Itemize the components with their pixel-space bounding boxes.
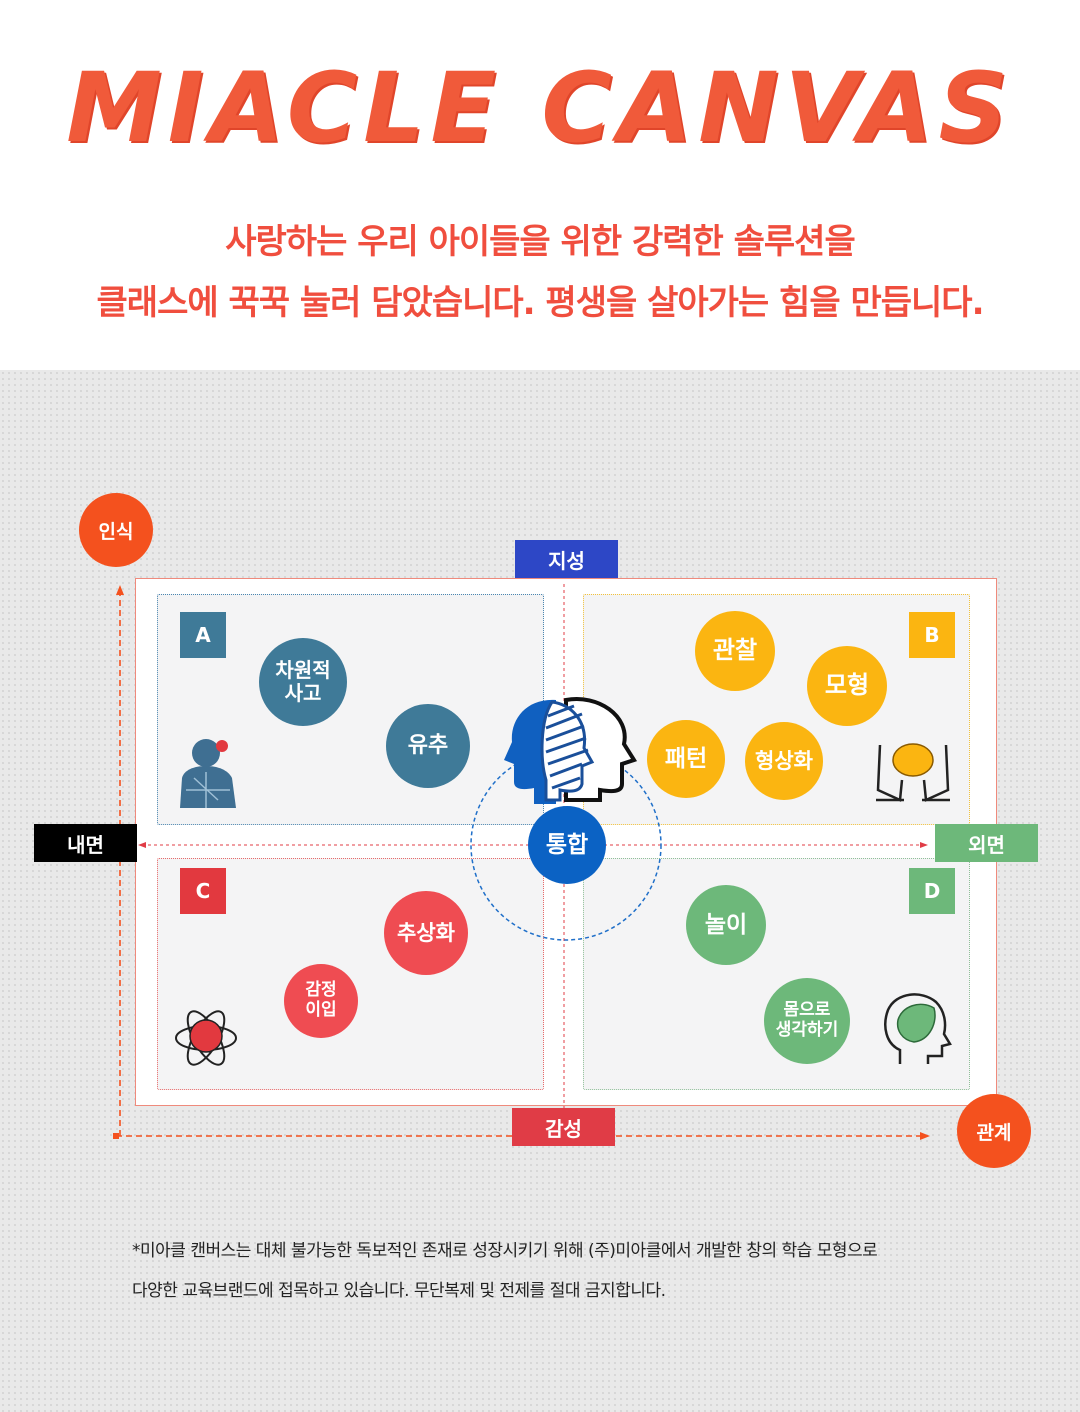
brand-logo: MIACLE CANVAS <box>66 52 1014 164</box>
quadrant-d-badge: D <box>909 868 955 914</box>
bubble-analogy: 유추 <box>386 704 470 788</box>
bubble-observation: 관찰 <box>695 611 775 691</box>
tagline-line-2: 클래스에 꾹꾹 눌러 담았습니다. 평생을 살아가는 힘을 만듭니다. <box>96 283 985 323</box>
bubble-empathy: 감정 이입 <box>284 964 358 1038</box>
axis-label-top: 지성 <box>515 540 618 578</box>
footnote-line-1: *미아클 캔버스는 대체 불가능한 독보적인 존재로 성장시키기 위해 (주)미… <box>132 1241 878 1261</box>
axis-label-left: 내면 <box>34 824 137 862</box>
head-leaf-icon <box>884 993 952 1064</box>
bubble-play: 놀이 <box>686 885 766 965</box>
bubble-model: 모형 <box>807 646 887 726</box>
axis-label-bottom: 감성 <box>512 1108 615 1146</box>
footnote-line-2: 다양한 교육브랜드에 접목하고 있습니다. 무단복제 및 전제를 절대 금지합니… <box>132 1281 666 1301</box>
corner-label-relation: 관계 <box>957 1094 1031 1168</box>
atom-brain-icon <box>175 1010 237 1066</box>
axis-label-right: 외면 <box>935 824 1038 862</box>
center-integration-bubble: 통합 <box>528 806 606 884</box>
quadrant-c-badge: C <box>180 868 226 914</box>
bubble-body-thinking: 몸으로 생각하기 <box>764 978 850 1064</box>
bubble-visualization: 형상화 <box>745 722 823 800</box>
bubble-abstraction: 추상화 <box>384 891 468 975</box>
hands-brain-icon <box>876 743 950 802</box>
quadrant-a-badge: A <box>180 612 226 658</box>
quadrant-b-badge: B <box>909 612 955 658</box>
two-heads-icon <box>504 697 638 804</box>
bubble-dimensional-thinking: 차원적 사고 <box>259 638 347 726</box>
puzzle-head-icon <box>180 739 236 808</box>
header: MIACLE CANVAS 사랑하는 우리 아이들을 위한 강력한 솔루션을 클… <box>0 0 1080 370</box>
tagline-line-1: 사랑하는 우리 아이들을 위한 강력한 솔루션을 <box>225 222 856 262</box>
bubble-pattern: 패턴 <box>647 720 725 798</box>
corner-label-cognition: 인식 <box>79 493 153 567</box>
